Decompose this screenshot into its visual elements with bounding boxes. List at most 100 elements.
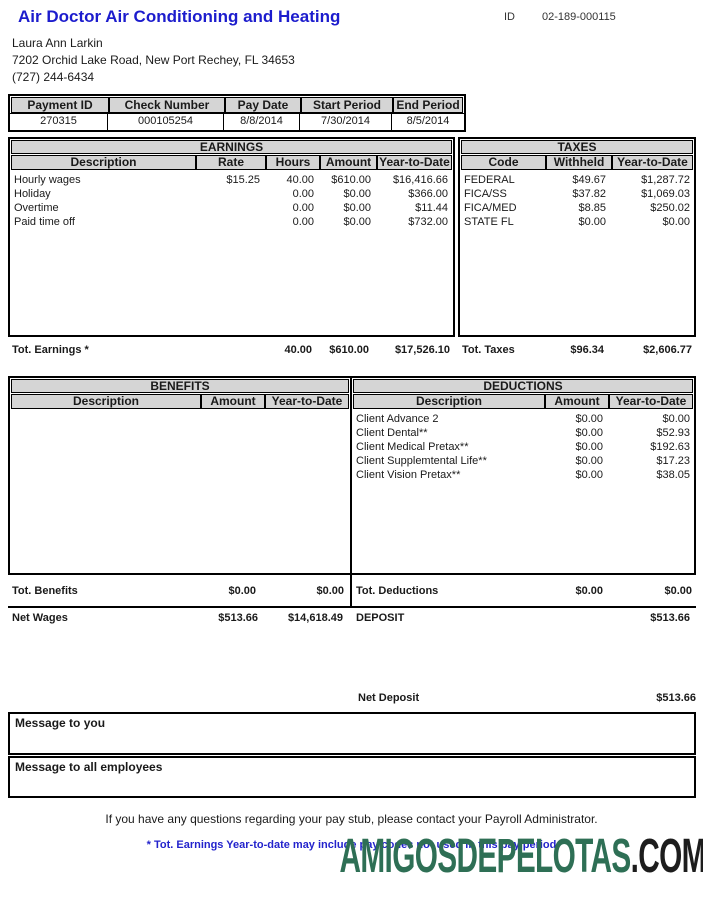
deductions-row-description: Client Supplemtental Life** [356, 455, 487, 467]
benefits-ytd-header: Year-to-Date [265, 394, 349, 409]
earnings-row-amount: $610.00 [331, 174, 371, 186]
earnings-row: Hourly wages $15.25 40.00 $610.00 $16,41… [10, 173, 453, 187]
employee-address: 7202 Orchid Lake Road, New Port Rechey, … [12, 53, 295, 67]
watermark-main: AMIGOSDEPELOTAS [339, 830, 632, 883]
deductions-row-amount: $0.00 [575, 469, 603, 481]
earnings-row-rate [195, 201, 265, 215]
deductions-description-header: Description [353, 394, 545, 409]
earnings-footnote: * Tot. Earnings Year-to-date may include… [146, 839, 557, 851]
deductions-row: Client Medical Pretax** $0.00 $192.63 [352, 440, 694, 454]
earnings-total-label: Tot. Earnings * [12, 344, 89, 356]
taxes-row: STATE FL $0.00 $0.00 [460, 215, 694, 229]
benefits-amount-header: Amount [201, 394, 265, 409]
net-wages-ytd: $14,618.49 [287, 612, 343, 624]
net-wages-label: Net Wages [12, 612, 68, 624]
taxes-row-ytd: $250.02 [650, 202, 690, 214]
payment-info-header-row: Payment ID Check Number Pay Date Start P… [11, 97, 463, 113]
taxes-total-row: Tot. Taxes $96.34 $2,606.77 [458, 343, 696, 357]
earnings-row-hours: 0.00 [292, 202, 314, 214]
end-period-header: End Period [393, 97, 463, 113]
taxes-code-header: Code [461, 155, 546, 170]
net-wages-amount: $513.66 [218, 612, 258, 624]
employee-name: Laura Ann Larkin [12, 36, 103, 50]
benefits-title: BENEFITS [11, 379, 349, 393]
benefits-total-row: Tot. Benefits $0.00 $0.00 [8, 584, 350, 598]
deductions-row-amount: $0.00 [575, 413, 603, 425]
earnings-description-header: Description [11, 155, 196, 170]
deductions-row-ytd: $38.05 [656, 469, 690, 481]
net-deposit-label: Net Deposit [358, 692, 420, 704]
employee-phone: (727) 244-6434 [12, 70, 95, 84]
payment-info-value-row: 270315 000105254 8/8/2014 7/30/2014 8/5/… [10, 113, 464, 130]
deductions-amount-header: Amount [545, 394, 609, 409]
earnings-row: Holiday 0.00 $0.00 $366.00 [10, 187, 453, 201]
deductions-row-description: Client Advance 2 [356, 413, 439, 425]
deductions-total-ytd: $0.00 [664, 585, 692, 597]
deductions-header-row: Description Amount Year-to-Date [353, 394, 693, 409]
taxes-row-withheld: $49.67 [572, 174, 606, 186]
contact-note: If you have any questions regarding your… [105, 812, 598, 826]
earnings-total-rate [193, 343, 263, 357]
earnings-table: EARNINGS Description Rate Hours Amount Y… [8, 137, 455, 337]
deductions-table: DEDUCTIONS Description Amount Year-to-Da… [350, 376, 696, 575]
taxes-row-code: FEDERAL [464, 174, 515, 186]
deductions-row-amount: $0.00 [575, 441, 603, 453]
earnings-row-description: Holiday [14, 188, 51, 200]
pay-date-header: Pay Date [225, 97, 301, 113]
benefits-total-label: Tot. Benefits [12, 585, 78, 597]
benefits-header-row: Description Amount Year-to-Date [11, 394, 349, 409]
check-number-header: Check Number [109, 97, 225, 113]
earnings-rows: Hourly wages $15.25 40.00 $610.00 $16,41… [10, 170, 453, 229]
taxes-row-code: STATE FL [464, 216, 514, 228]
earnings-row-amount: $0.00 [343, 202, 371, 214]
earnings-row: Overtime 0.00 $0.00 $11.44 [10, 201, 453, 215]
earnings-total-ytd: $17,526.10 [394, 344, 450, 356]
taxes-header-row: Code Withheld Year-to-Date [461, 155, 693, 170]
earnings-row-description: Hourly wages [14, 174, 81, 186]
benefits-rows [10, 409, 350, 412]
start-period-value: 7/30/2014 [300, 114, 392, 130]
message-to-you-label: Message to you [15, 716, 106, 730]
earnings-total-hours: 40.00 [284, 344, 312, 356]
taxes-row: FICA/SS $37.82 $1,069.03 [460, 187, 694, 201]
benefits-total-ytd: $0.00 [316, 585, 344, 597]
earnings-row-rate [195, 187, 265, 201]
deductions-ytd-header: Year-to-Date [609, 394, 693, 409]
earnings-row-hours: 0.00 [292, 216, 314, 228]
earnings-row-rate [195, 215, 265, 229]
taxes-row-withheld: $37.82 [572, 188, 606, 200]
taxes-title: TAXES [461, 140, 693, 154]
taxes-row: FICA/MED $8.85 $250.02 [460, 201, 694, 215]
taxes-table: TAXES Code Withheld Year-to-Date FEDERAL… [458, 137, 696, 337]
taxes-row-ytd: $1,069.03 [641, 188, 690, 200]
earnings-header-row: Description Rate Hours Amount Year-to-Da… [11, 155, 452, 170]
earnings-row-amount: $0.00 [343, 216, 371, 228]
earnings-row-ytd: $732.00 [408, 216, 448, 228]
taxes-row-ytd: $1,287.72 [641, 174, 690, 186]
deductions-row-description: Client Dental** [356, 427, 428, 439]
deductions-row-ytd: $17.23 [656, 455, 690, 467]
deductions-row-description: Client Vision Pretax** [356, 469, 461, 481]
employer-id-value: 02-189-000115 [542, 11, 616, 23]
earnings-row-ytd: $11.44 [415, 202, 448, 214]
taxes-row-code: FICA/SS [464, 188, 507, 200]
taxes-row-withheld: $0.00 [578, 216, 606, 228]
taxes-row-code: FICA/MED [464, 202, 517, 214]
payment-info-table: Payment ID Check Number Pay Date Start P… [8, 94, 466, 132]
taxes-total-withheld: $96.34 [570, 344, 604, 356]
earnings-title: EARNINGS [11, 140, 452, 154]
pay-date-value: 8/8/2014 [224, 114, 300, 130]
taxes-total-label: Tot. Taxes [462, 344, 515, 356]
deductions-row: Client Supplemtental Life** $0.00 $17.23 [352, 454, 694, 468]
taxes-ytd-header: Year-to-Date [612, 155, 693, 170]
taxes-rows: FEDERAL $49.67 $1,287.72 FICA/SS $37.82 … [460, 170, 694, 229]
summary-rule [8, 606, 696, 608]
deductions-row: Client Vision Pretax** $0.00 $38.05 [352, 468, 694, 482]
earnings-hours-header: Hours [266, 155, 320, 170]
message-to-all-label: Message to all employees [15, 760, 163, 774]
deductions-row-ytd: $52.93 [656, 427, 690, 439]
employer-id-label: ID [504, 11, 515, 23]
earnings-row-amount: $0.00 [343, 188, 371, 200]
start-period-header: Start Period [301, 97, 393, 113]
earnings-row-hours: 40.00 [286, 174, 314, 186]
